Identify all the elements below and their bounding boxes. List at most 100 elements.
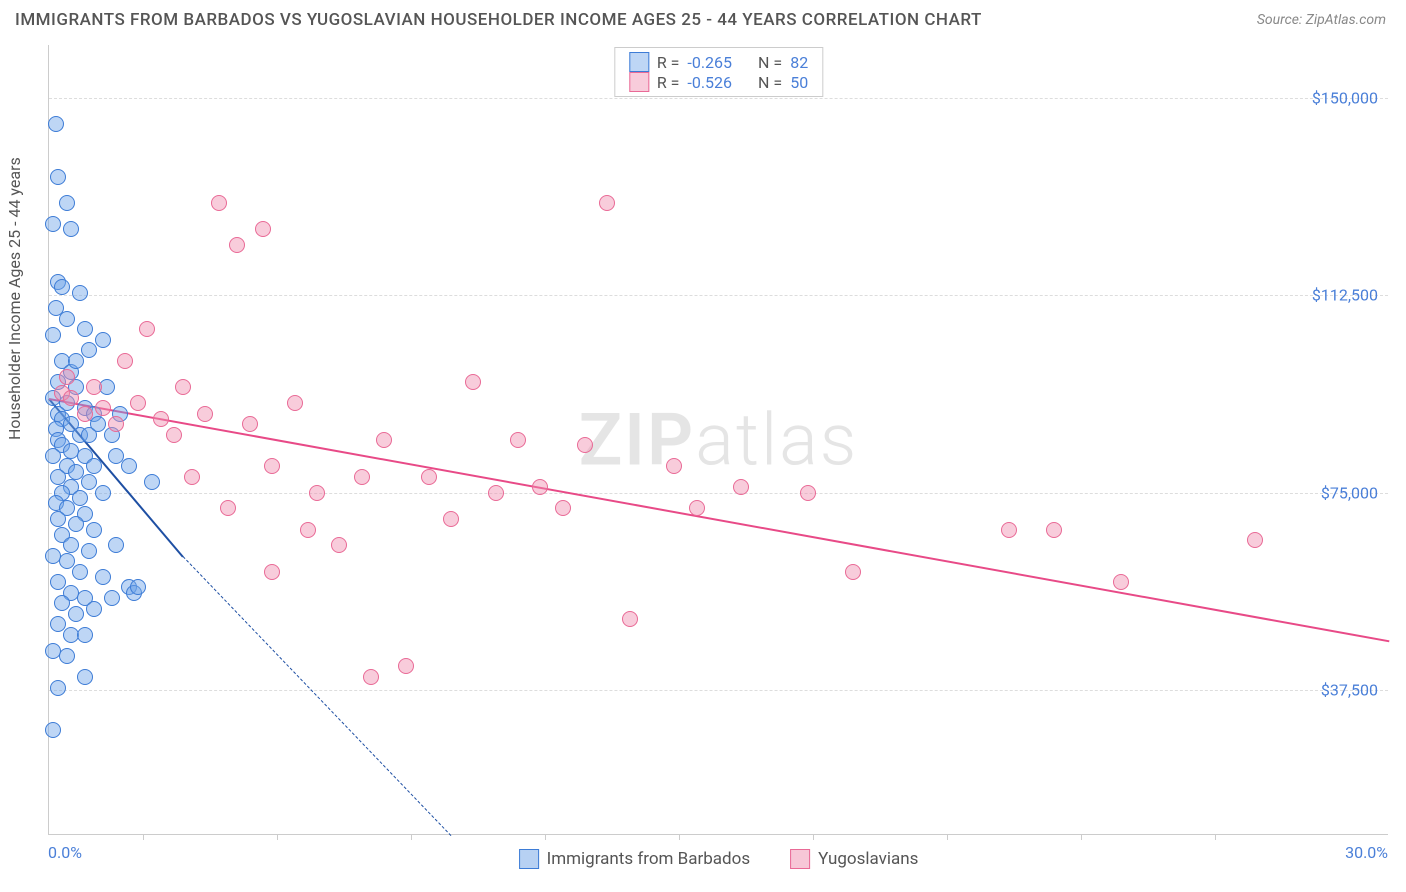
data-point <box>255 221 271 237</box>
data-point <box>555 500 571 516</box>
data-point <box>376 432 392 448</box>
data-point <box>59 311 75 327</box>
data-point <box>800 485 816 501</box>
data-point <box>95 332 111 348</box>
legend-correlation-box: R = -0.265N = 82R = -0.526 N = 50 <box>614 47 823 97</box>
data-point <box>50 680 66 696</box>
data-point <box>95 400 111 416</box>
data-point <box>331 537 347 553</box>
data-point <box>68 606 84 622</box>
y-axis-title: Householder Income Ages 25 - 44 years <box>5 157 24 440</box>
data-point <box>63 537 79 553</box>
data-point <box>121 458 137 474</box>
data-point <box>220 500 236 516</box>
x-tick <box>947 834 948 840</box>
data-point <box>1113 574 1129 590</box>
data-point <box>398 658 414 674</box>
data-point <box>733 479 749 495</box>
x-axis-max-label: 30.0% <box>1345 843 1388 862</box>
data-point <box>622 611 638 627</box>
x-tick <box>545 834 546 840</box>
data-point <box>45 216 61 232</box>
data-point <box>354 469 370 485</box>
data-point <box>108 537 124 553</box>
data-point <box>666 458 682 474</box>
data-point <box>86 601 102 617</box>
data-point <box>59 195 75 211</box>
data-point <box>59 648 75 664</box>
data-point <box>77 669 93 685</box>
data-point <box>77 321 93 337</box>
data-point <box>68 516 84 532</box>
data-point <box>50 169 66 185</box>
x-tick <box>1081 834 1082 840</box>
data-point <box>443 511 459 527</box>
data-point <box>510 432 526 448</box>
y-tick-label: $112,500 <box>1312 286 1378 305</box>
legend-n-label: N = <box>758 73 782 92</box>
y-tick-label: $75,000 <box>1321 483 1378 502</box>
gridline <box>49 295 1388 296</box>
data-point <box>532 479 548 495</box>
data-point <box>104 590 120 606</box>
data-point <box>95 485 111 501</box>
data-point <box>166 427 182 443</box>
legend-stat-row: R = -0.526 N = 50 <box>629 72 808 92</box>
gridline <box>49 98 1388 99</box>
data-point <box>130 579 146 595</box>
data-point <box>72 285 88 301</box>
data-point <box>48 116 64 132</box>
legend-n-value: 50 <box>790 73 808 92</box>
data-point <box>577 437 593 453</box>
data-point <box>1001 522 1017 538</box>
data-point <box>77 627 93 643</box>
y-tick-label: $150,000 <box>1312 88 1378 107</box>
legend-r-label: R = <box>657 53 680 72</box>
data-point <box>488 485 504 501</box>
legend-r-value: -0.265 <box>687 53 732 72</box>
x-tick <box>277 834 278 840</box>
x-tick <box>679 834 680 840</box>
data-point <box>108 416 124 432</box>
legend-stat-row: R = -0.265N = 82 <box>629 52 808 72</box>
data-point <box>63 390 79 406</box>
data-point <box>465 374 481 390</box>
source-label: Source: ZipAtlas.com <box>1257 12 1386 28</box>
data-point <box>95 569 111 585</box>
data-point <box>130 395 146 411</box>
trend-line <box>49 398 1389 642</box>
data-point <box>72 564 88 580</box>
legend-r-label: R = <box>657 73 680 92</box>
plot-area: ZIPatlas R = -0.265N = 82R = -0.526N = 5… <box>48 45 1388 835</box>
data-point <box>599 195 615 211</box>
x-tick <box>1215 834 1216 840</box>
data-point <box>45 722 61 738</box>
data-point <box>81 342 97 358</box>
data-point <box>63 221 79 237</box>
data-point <box>197 406 213 422</box>
x-tick <box>813 834 814 840</box>
x-axis-min-label: 0.0% <box>48 843 82 862</box>
data-point <box>86 458 102 474</box>
data-point <box>242 416 258 432</box>
data-point <box>264 458 280 474</box>
data-point <box>845 564 861 580</box>
chart-title: IMMIGRANTS FROM BARBADOS VS YUGOSLAVIAN … <box>15 10 982 30</box>
legend-r-value: -0.526 <box>687 73 732 92</box>
data-point <box>300 522 316 538</box>
x-tick <box>411 834 412 840</box>
data-point <box>184 469 200 485</box>
data-point <box>59 369 75 385</box>
data-point <box>287 395 303 411</box>
data-point <box>117 353 133 369</box>
data-point <box>1046 522 1062 538</box>
data-point <box>139 321 155 337</box>
gridline <box>49 690 1388 691</box>
data-point <box>363 669 379 685</box>
trend-line-extrapolated <box>183 556 452 836</box>
gridline <box>49 493 1388 494</box>
data-point <box>264 564 280 580</box>
legend-swatch <box>629 52 649 72</box>
legend-swatch <box>629 72 649 92</box>
data-point <box>77 406 93 422</box>
